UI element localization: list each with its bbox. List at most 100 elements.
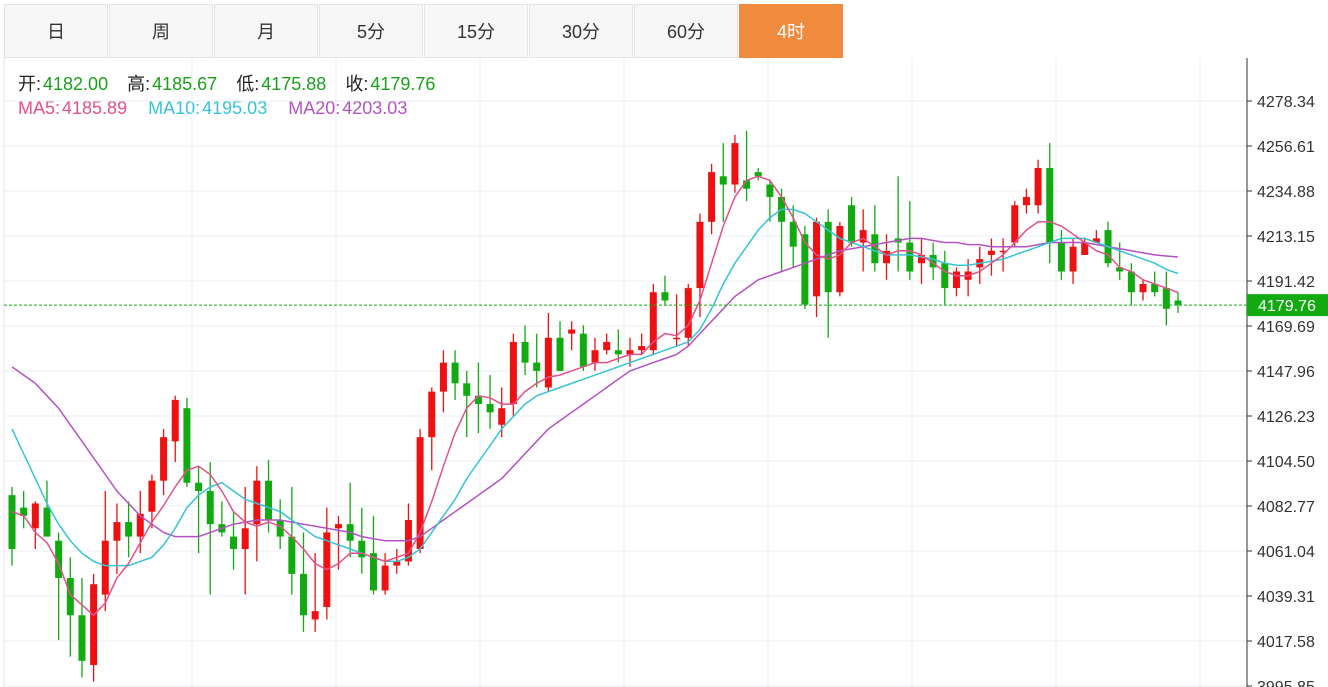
candle-body <box>1162 288 1170 309</box>
candle-body <box>206 491 214 525</box>
period-tabs: 日周月 5分 15分 30分 60分 4时 <box>4 4 844 58</box>
candle-body <box>719 176 727 185</box>
ma5-value: 4185.89 <box>62 98 128 118</box>
candle-body <box>288 536 296 574</box>
candle-body <box>614 350 622 355</box>
last-price-badge <box>1247 294 1328 317</box>
candle-body <box>708 172 716 222</box>
candle-body <box>824 221 832 293</box>
candle-body <box>1127 271 1135 293</box>
candle-body <box>684 288 692 338</box>
candle-body <box>743 180 751 189</box>
y-tick-label: 4169.69 <box>1257 319 1315 336</box>
candle-body <box>498 408 506 425</box>
candle-body <box>521 341 529 363</box>
candle-body <box>381 565 389 591</box>
candle-body <box>1022 196 1030 206</box>
candle-body <box>136 513 144 537</box>
candlestick-chart[interactable]: 4278.34 4256.61 4234.88 4213.15 4191.42 4169.… <box>0 58 1328 687</box>
candle-body <box>1011 205 1019 243</box>
candle-body <box>148 480 156 512</box>
candle-body <box>125 522 133 537</box>
candle-body <box>1046 167 1054 243</box>
candle-body <box>1092 238 1100 243</box>
candle-body <box>393 561 401 566</box>
ohlc-legend: 开: 4182.00 高: 4185.67 低: 4175.88 收: 4179.76 <box>18 70 449 96</box>
candle-body <box>486 404 494 413</box>
candle-body <box>638 346 646 351</box>
candle-body <box>416 437 424 550</box>
candle-body <box>358 540 366 558</box>
y-tick-label: 4278.34 <box>1257 94 1315 111</box>
candle-body <box>428 391 436 438</box>
candle-body <box>603 341 611 351</box>
y-tick-label: 4234.88 <box>1257 184 1315 201</box>
y-tick-label: 4039.31 <box>1257 589 1315 606</box>
tab-period-7[interactable]: 4时 <box>739 4 843 58</box>
candle-body <box>160 437 168 481</box>
candle-body <box>171 399 179 442</box>
y-tick-label: 4126.23 <box>1257 409 1315 426</box>
open-value: 4182.00 <box>43 74 109 94</box>
candle-body <box>509 341 517 405</box>
candle-body <box>952 271 960 289</box>
ma20-label: MA20: <box>288 98 341 118</box>
tab-period-1[interactable]: 周 <box>109 4 213 58</box>
candle-body <box>941 263 949 289</box>
y-tick-label: 4082.77 <box>1257 499 1315 516</box>
tab-period-2[interactable]: 月 <box>214 4 318 58</box>
candle-body <box>801 234 809 305</box>
candle-body <box>451 362 459 384</box>
candle-body <box>789 221 797 247</box>
open-label: 开: <box>18 74 42 94</box>
candle-body <box>253 480 261 525</box>
candle-body <box>31 503 39 529</box>
candle-body <box>649 292 657 351</box>
candle-body <box>265 480 273 521</box>
candle-body <box>439 362 447 392</box>
candle-body <box>533 362 541 371</box>
candle-body <box>1174 300 1182 305</box>
candle-body <box>579 333 587 367</box>
candle-body <box>1116 267 1124 272</box>
tab-period-6[interactable]: 60分 <box>634 4 738 58</box>
candle-body <box>917 254 925 264</box>
candle-body <box>883 250 890 264</box>
tab-period-0[interactable]: 日 <box>4 4 108 58</box>
ma10-label: MA10: <box>148 98 201 118</box>
candle-body <box>311 611 319 620</box>
y-tick-label: 3995.85 <box>1257 679 1315 687</box>
candle-body <box>754 172 762 177</box>
y-tick-label: 4256.61 <box>1257 139 1315 156</box>
candle-body <box>591 350 599 363</box>
candle-body <box>8 495 16 550</box>
tab-period-4[interactable]: 15分 <box>424 4 528 58</box>
ma5-label: MA5: <box>18 98 61 118</box>
y-tick-label: 4017.58 <box>1257 634 1315 651</box>
candle-body <box>661 292 669 301</box>
candle-body <box>101 540 109 595</box>
ma20-value: 4203.03 <box>342 98 408 118</box>
y-tick-label: 4191.42 <box>1257 274 1315 291</box>
candle-body <box>1057 242 1065 272</box>
candle-body <box>463 383 471 396</box>
high-value: 4185.67 <box>152 74 218 94</box>
candle-body <box>568 329 576 334</box>
candle-body <box>871 234 879 264</box>
last-price-label: 4179.76 <box>1258 298 1316 315</box>
candle-body <box>1034 167 1042 206</box>
candle-body <box>1081 242 1089 255</box>
y-tick-label: 4061.04 <box>1257 544 1315 561</box>
tab-period-5[interactable]: 30分 <box>529 4 633 58</box>
candle-body <box>113 522 121 541</box>
candle-body <box>1069 246 1077 272</box>
candle-body <box>230 536 238 550</box>
ma20-line <box>11 237 1179 542</box>
low-label: 低: <box>236 74 260 94</box>
close-value: 4179.76 <box>370 74 436 94</box>
candle-body <box>859 230 867 243</box>
candle-body <box>731 143 739 185</box>
candle-body <box>999 250 1007 253</box>
tab-period-3[interactable]: 5分 <box>319 4 423 58</box>
candle-body <box>544 337 552 388</box>
